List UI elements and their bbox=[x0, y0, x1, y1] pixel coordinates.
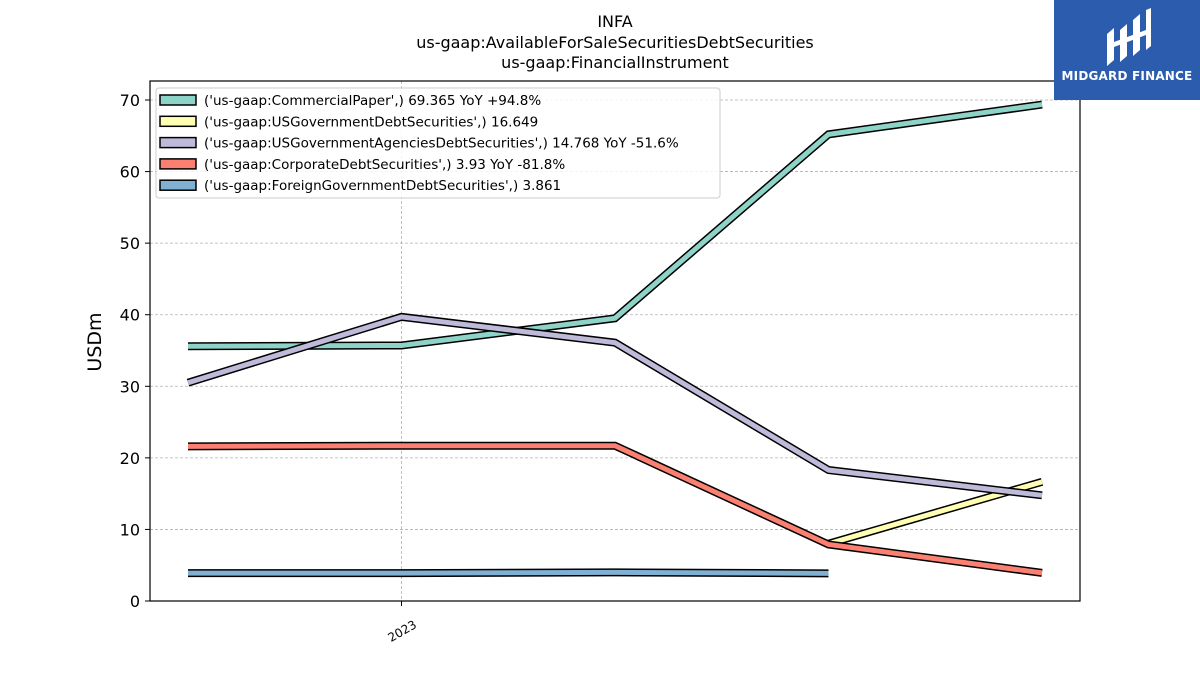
y-tick-label: 0 bbox=[130, 592, 140, 611]
logo-text: MIDGARD FINANCE bbox=[1061, 69, 1193, 83]
legend-swatch bbox=[159, 115, 197, 128]
legend-label: ('us-gaap:USGovernmentDebtSecurities',) … bbox=[204, 114, 538, 130]
midgard-finance-logo: MIDGARD FINANCE bbox=[1054, 0, 1200, 100]
y-tick-label: 20 bbox=[120, 449, 140, 468]
legend-label: ('us-gaap:CommercialPaper',) 69.365 YoY … bbox=[204, 93, 541, 109]
legend-swatch bbox=[159, 136, 197, 149]
chart-title: INFA us-gaap:AvailableForSaleSecuritiesD… bbox=[416, 12, 814, 72]
series-line bbox=[187, 314, 1043, 498]
legend-swatch bbox=[159, 179, 197, 191]
legend-label: ('us-gaap:ForeignGovernmentDebtSecuritie… bbox=[204, 178, 561, 194]
y-tick-label: 70 bbox=[120, 91, 140, 110]
legend-swatch bbox=[159, 158, 197, 170]
legend-box bbox=[155, 87, 721, 199]
y-axis-label: USDm bbox=[84, 312, 106, 371]
legend-swatch bbox=[159, 94, 197, 106]
series-line bbox=[187, 443, 1043, 576]
y-tick-label: 60 bbox=[120, 163, 140, 182]
x-axis: 2023 bbox=[386, 601, 419, 645]
series-4 bbox=[187, 568, 829, 578]
x-tick-label: 2023 bbox=[386, 617, 419, 644]
series-2 bbox=[186, 312, 1043, 500]
y-tick-label: 30 bbox=[120, 377, 140, 396]
chart-title-line-2: us-gaap:AvailableForSaleSecuritiesDebtSe… bbox=[416, 33, 814, 52]
legend-label: ('us-gaap:CorporateDebtSecurities',) 3.9… bbox=[204, 157, 565, 173]
y-tick-label: 50 bbox=[120, 234, 140, 253]
legend-label: ('us-gaap:USGovernmentAgenciesDebtSecuri… bbox=[204, 136, 679, 152]
chart-title-line-1: INFA bbox=[597, 12, 632, 31]
logo-mark-icon bbox=[1107, 8, 1151, 66]
series-line bbox=[188, 569, 829, 576]
y-tick-label: 10 bbox=[120, 520, 140, 539]
series-layer bbox=[186, 100, 1044, 578]
y-axis: 0 10 20 30 40 50 60 70 bbox=[120, 91, 150, 611]
plot-frame bbox=[149, 80, 1081, 602]
legend: ('us-gaap:CommercialPaper',) 69.365 YoY … bbox=[155, 87, 721, 199]
series-0 bbox=[187, 100, 1043, 351]
chart-title-line-3: us-gaap:FinancialInstrument bbox=[501, 53, 729, 72]
series-3 bbox=[187, 441, 1043, 577]
y-tick-label: 40 bbox=[120, 306, 140, 325]
